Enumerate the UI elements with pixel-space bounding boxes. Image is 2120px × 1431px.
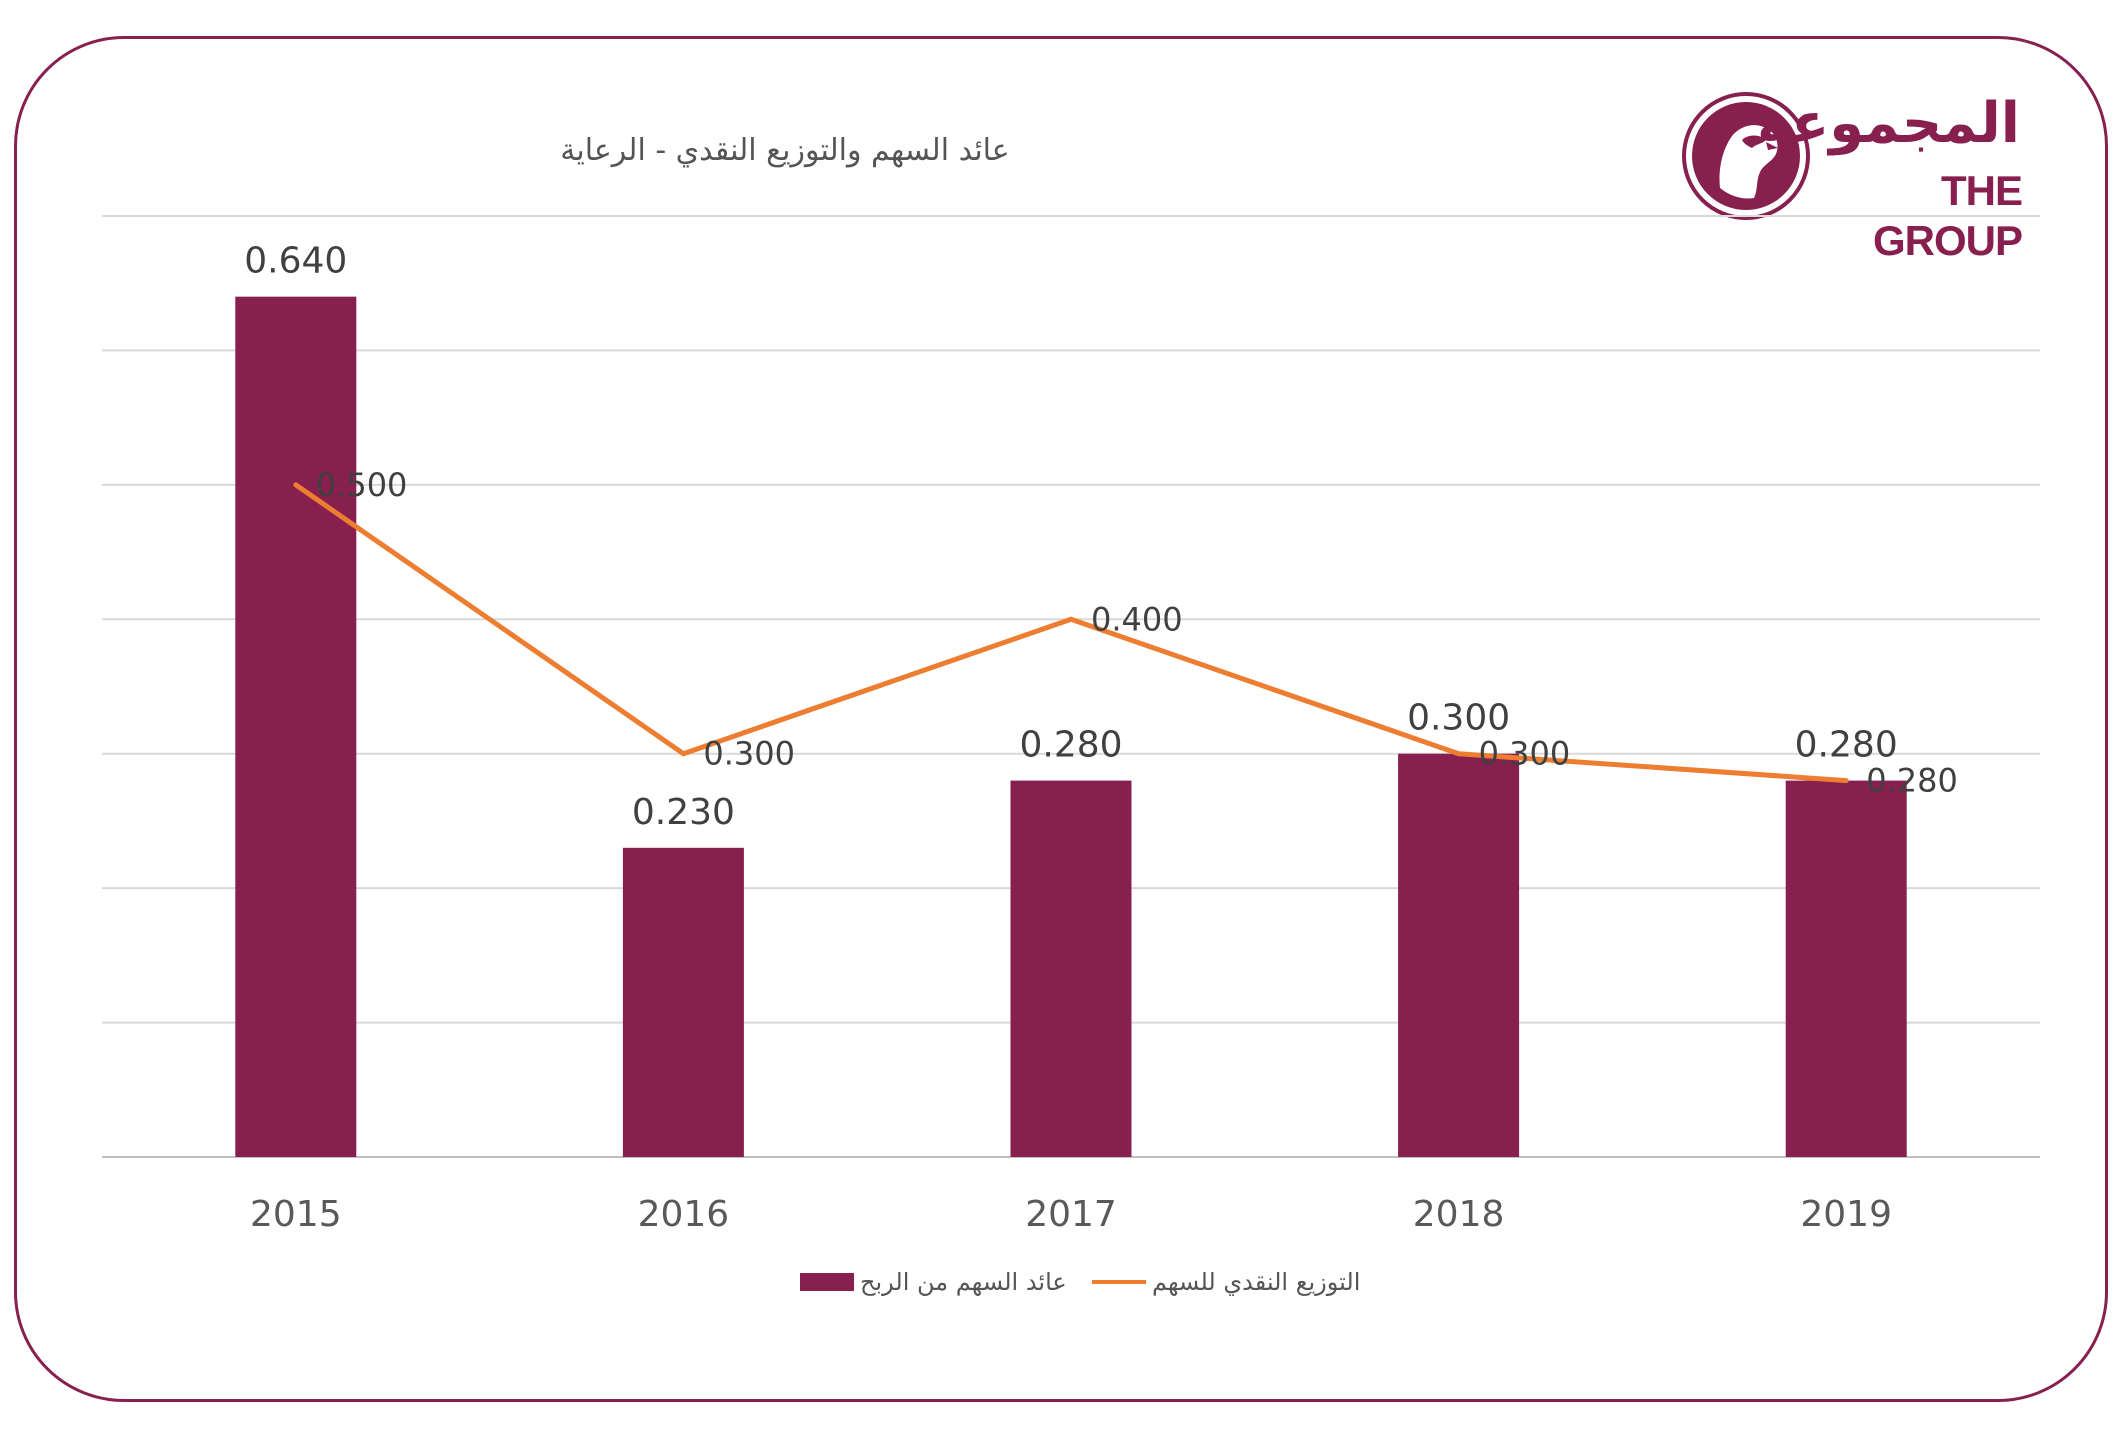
company-logo: المجموعة THE GROUP (1680, 90, 2040, 264)
x-tick-label-2016: 2016 (638, 1194, 730, 1235)
line-series (293, 482, 1849, 784)
bar-label-2018: 0.300 (1407, 698, 1510, 739)
line-label-2015: 0.500 (316, 466, 408, 504)
line-point-2018 (1456, 751, 1462, 757)
legend-item-line: التوزيع النقدي للسهم (1092, 1262, 1360, 1302)
x-tick-label-2017: 2017 (1025, 1194, 1117, 1235)
logo-english-text: THE GROUP (1872, 167, 2023, 264)
legend-swatch-line (1092, 1280, 1146, 1284)
bar-2019 (1785, 780, 1907, 1157)
legend-label-bars: عائد السهم من الربح (860, 1268, 1067, 1296)
legend: عائد السهم من الربح التوزيع النقدي للسهم (0, 1262, 2120, 1302)
legend-label-line: التوزيع النقدي للسهم (1152, 1268, 1361, 1296)
legend-swatch-bars (800, 1273, 854, 1291)
logo-arabic-text: المجموعة (1757, 91, 2020, 156)
x-tick-label-2018: 2018 (1413, 1194, 1505, 1235)
line-label-2019: 0.280 (1866, 762, 1958, 800)
legend-item-bars: عائد السهم من الربح (800, 1262, 1067, 1302)
chart-title: عائد السهم والتوزيع النقدي - الرعاية (560, 133, 1010, 168)
chart-frame (14, 36, 2108, 1402)
bar-label-2019: 0.280 (1795, 725, 1898, 766)
x-tick-label-2015: 2015 (250, 1194, 342, 1235)
line-point-2016 (680, 751, 686, 757)
line-label-2017: 0.400 (1091, 600, 1183, 638)
bar-label-2016: 0.230 (632, 792, 735, 833)
bar-label-2017: 0.280 (1019, 725, 1122, 766)
bar-2017 (1010, 780, 1132, 1157)
bar-2015 (235, 296, 357, 1158)
data-labels: 0.640 0.230 0.280 0.300 0.280 0.500 0.300 0.400… (244, 241, 1958, 833)
line-label-2016: 0.300 (703, 735, 795, 773)
x-axis: 2015 2016 2017 2018 2019 (250, 1194, 1892, 1235)
bar-2016 (622, 847, 744, 1157)
line-label-2018: 0.300 (1479, 735, 1571, 773)
bar-label-2015: 0.640 (244, 241, 347, 282)
bar-2018 (1398, 753, 1520, 1157)
line-point-2015 (293, 482, 299, 488)
x-tick-label-2019: 2019 (1800, 1194, 1892, 1235)
logo-emblem-icon (1682, 92, 1810, 220)
line-point-2019 (1843, 778, 1849, 784)
bar-series (235, 296, 1907, 1158)
line-point-2017 (1068, 616, 1074, 622)
